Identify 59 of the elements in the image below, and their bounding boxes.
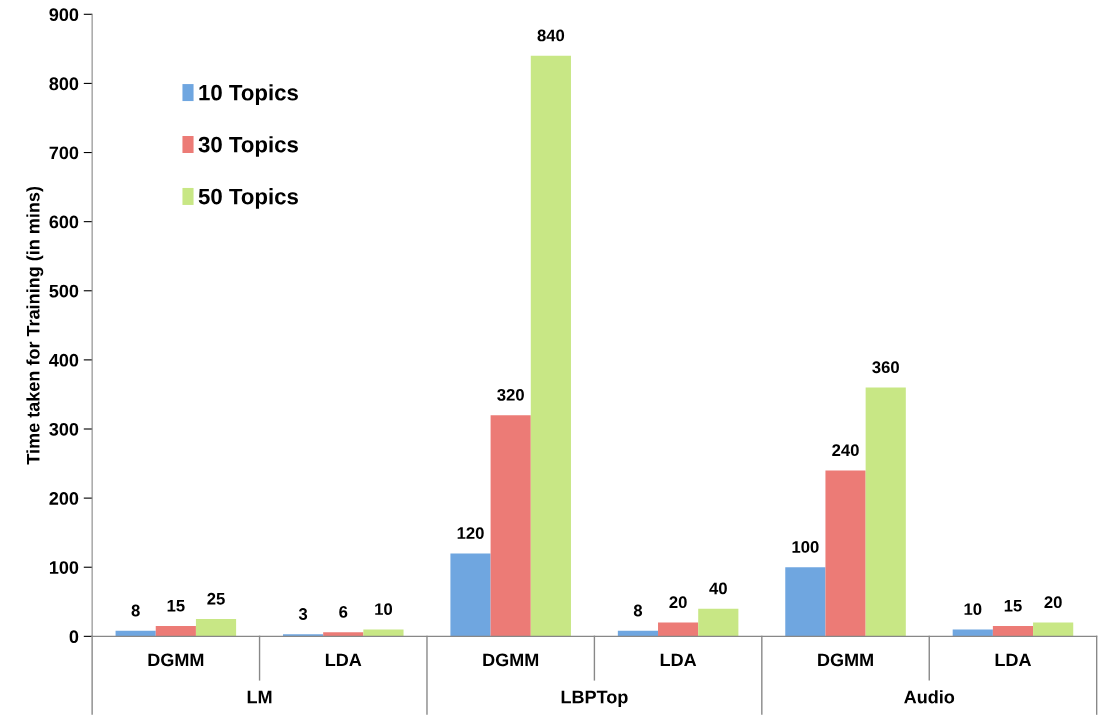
y-tick-label: 0: [69, 630, 79, 644]
bar: [1033, 622, 1074, 637]
bar: [363, 629, 404, 637]
y-tick-label: 800: [49, 77, 79, 91]
data-label: 10: [964, 603, 982, 616]
data-label: 10: [375, 603, 393, 616]
y-tick-label: 200: [49, 492, 79, 505]
bar: [825, 470, 866, 637]
x-tick-label: LDA: [995, 653, 1032, 667]
data-label: 25: [207, 592, 225, 605]
data-label: 100: [792, 541, 819, 553]
text: LBPTop: [561, 690, 628, 707]
y-tick-label: 100: [49, 561, 79, 574]
text: LM: [247, 690, 272, 704]
data-label: 8: [633, 604, 643, 617]
data-label: 20: [1044, 596, 1062, 609]
x-tick-label: DGMM: [818, 653, 873, 667]
y-tick-label: 300: [49, 422, 79, 436]
data-label: 840: [537, 29, 565, 42]
bar: [658, 622, 699, 637]
data-label: 6: [339, 606, 348, 618]
legend-label: 10 Topics: [199, 84, 298, 105]
y-tick-label: 500: [49, 284, 79, 298]
y-tick-label: 600: [49, 215, 79, 229]
bar: [323, 632, 364, 637]
bar: [282, 634, 324, 637]
bar: [698, 608, 739, 637]
bar: [865, 387, 906, 637]
y-tick-label: 400: [49, 353, 79, 367]
bar: [785, 567, 826, 637]
data-label: 15: [1004, 599, 1022, 612]
bar: [952, 629, 993, 637]
legend-label: 50 Topics: [198, 188, 298, 209]
bar: [115, 630, 156, 637]
y-tick-label: 700: [49, 146, 79, 160]
data-label: 40: [709, 582, 727, 595]
bar: [490, 415, 531, 637]
bar: [450, 553, 491, 637]
legend-label: 30 Topics: [198, 136, 298, 157]
data-label: 360: [872, 361, 899, 374]
data-label: 3: [298, 608, 308, 620]
bar: [195, 619, 237, 637]
bar: [155, 625, 196, 637]
bar: [992, 625, 1034, 637]
x-tick-label: DGMM: [148, 653, 204, 667]
data-label: 320: [497, 388, 524, 401]
data-label: 120: [457, 527, 484, 539]
data-label: 20: [669, 596, 687, 609]
x-tick-label: LDA: [660, 653, 697, 667]
y-tick-label: 900: [49, 8, 79, 22]
x-tick-label: DGMM: [483, 653, 539, 667]
data-label: 240: [832, 444, 859, 457]
text: Audio: [904, 690, 955, 704]
data-label: 15: [167, 599, 185, 612]
y-axis-title: Time taken for Training (in mins): [26, 186, 44, 465]
bar: [530, 55, 571, 637]
data-label: 8: [131, 604, 140, 617]
x-tick-label: LDA: [325, 653, 362, 667]
bar: [617, 630, 659, 637]
